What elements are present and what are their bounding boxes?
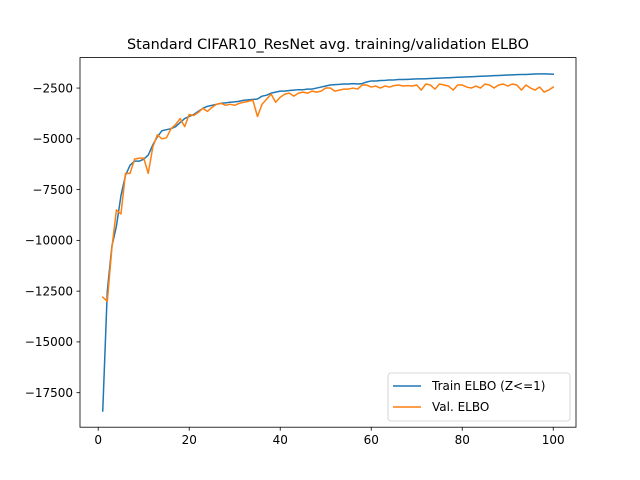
plot-area: [101, 73, 555, 412]
y-tick-label: −2500: [32, 81, 73, 95]
chart-title: Standard CIFAR10_ResNet avg. training/va…: [127, 37, 529, 53]
y-axis: −17500 −15000 −12500 −10000 −7500 −5000 −2500: [25, 81, 80, 400]
y-tick-label: −12500: [25, 284, 73, 298]
legend-label-train: Train ELBO (Z<=1): [431, 379, 545, 393]
x-tick-label: 80: [455, 433, 470, 447]
x-tick-label: 60: [364, 433, 379, 447]
x-tick-label: 20: [182, 433, 197, 447]
legend: Train ELBO (Z<=1) Val. ELBO: [387, 372, 571, 422]
x-tick-label: 100: [542, 433, 565, 447]
series-line-train: [101, 73, 555, 412]
y-tick-label: −5000: [32, 132, 73, 146]
series-line-val: [101, 83, 555, 303]
axes-frame: [79, 57, 577, 428]
y-tick-label: −10000: [25, 234, 73, 248]
legend-label-val: Val. ELBO: [432, 400, 489, 414]
legend-box: [387, 372, 571, 422]
x-tick-label: 40: [273, 433, 288, 447]
y-tick-label: −17500: [25, 386, 73, 400]
x-axis: 0 20 40 60 80 100: [94, 427, 565, 447]
y-tick-label: −15000: [25, 335, 73, 349]
y-tick-label: −7500: [32, 183, 73, 197]
x-tick-label: 0: [94, 433, 102, 447]
